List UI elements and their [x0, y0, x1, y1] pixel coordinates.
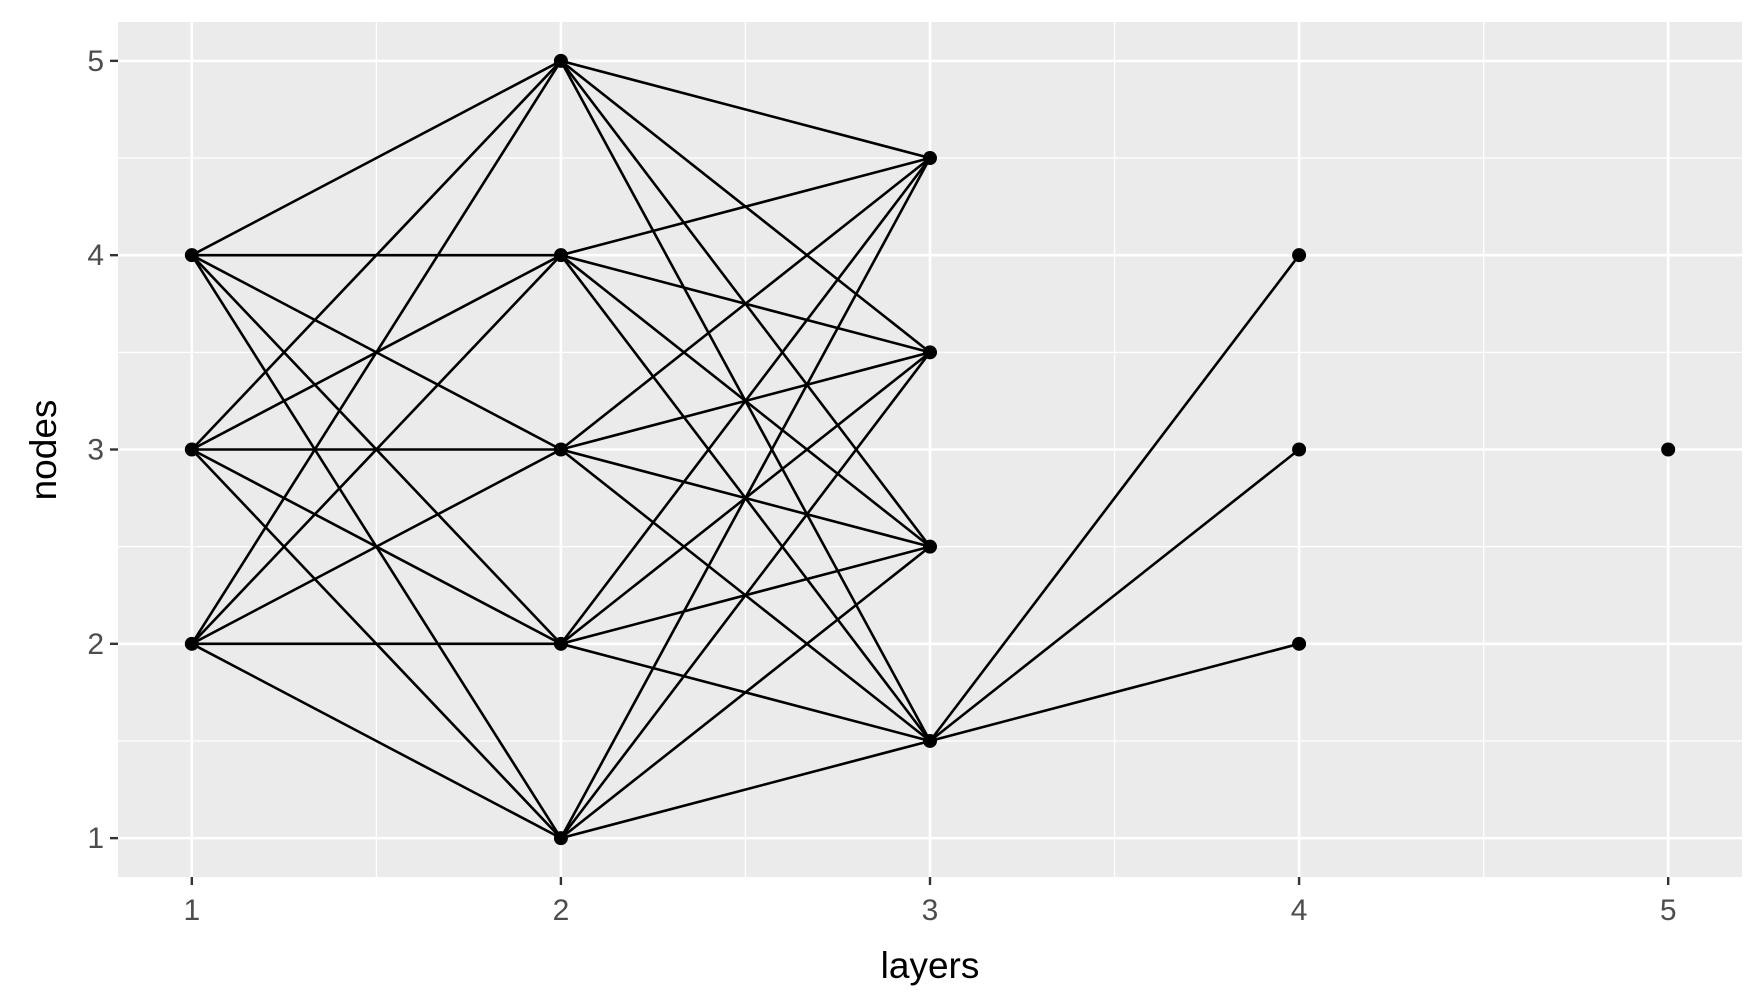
x-tick-label: 4	[1291, 894, 1308, 927]
node-point	[553, 636, 568, 651]
edge-line	[929, 448, 1300, 742]
nodes-layer	[184, 53, 1676, 846]
x-tick-label: 2	[553, 894, 570, 927]
node-point	[1292, 636, 1307, 651]
x-tick-label: 5	[1660, 894, 1677, 927]
y-axis: 1 2 3 4 5	[87, 45, 118, 855]
x-tick-label: 3	[922, 894, 939, 927]
edge-line	[928, 254, 1301, 742]
edge-line	[560, 157, 931, 451]
node-point	[553, 442, 568, 457]
edge-line	[190, 254, 562, 645]
node-point	[1292, 248, 1307, 263]
edge-line	[560, 545, 931, 840]
node-point	[923, 539, 937, 554]
edge-line	[191, 642, 562, 840]
node-point	[923, 733, 937, 748]
node-point	[553, 53, 568, 68]
edge-line	[190, 60, 563, 645]
y-axis-title: nodes	[23, 400, 64, 501]
y-tick-label: 4	[87, 239, 104, 272]
edge-line	[560, 739, 931, 840]
y-tick-label: 5	[87, 45, 104, 78]
edge-line	[929, 642, 1300, 743]
y-tick-label: 3	[87, 434, 104, 467]
edge-line	[191, 59, 562, 257]
edge-line	[560, 156, 931, 257]
x-tick-label: 1	[183, 894, 200, 927]
edge-line	[560, 59, 931, 160]
node-point	[1661, 442, 1676, 457]
node-point	[184, 636, 199, 651]
node-point	[923, 151, 937, 166]
edge-line	[559, 351, 932, 839]
edge-line	[190, 59, 562, 451]
node-point	[553, 248, 568, 263]
edge-line	[191, 448, 562, 645]
x-axis: 1 2 3 4 5	[183, 877, 1677, 927]
x-axis-title: layers	[881, 945, 980, 986]
edge-line	[559, 157, 932, 839]
node-point	[923, 345, 937, 360]
edges-layer	[190, 59, 1301, 840]
edge-line	[559, 157, 932, 645]
y-tick-label: 2	[87, 628, 104, 661]
y-tick-label: 1	[87, 822, 104, 855]
node-point	[553, 831, 568, 846]
node-point	[184, 442, 199, 457]
node-point	[184, 248, 199, 263]
node-point	[1292, 442, 1307, 457]
